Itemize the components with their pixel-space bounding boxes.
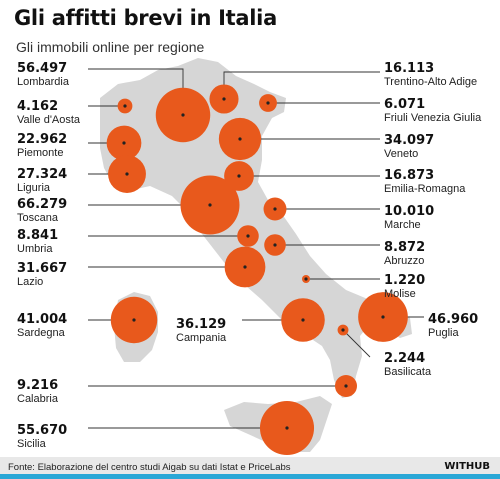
region-value-campania: 36.129 (176, 317, 227, 332)
region-value-abruzzo: 8.872 (384, 240, 426, 255)
bubble-center-campania (301, 318, 305, 322)
region-label-lazio: 31.667 Lazio (17, 262, 67, 288)
region-label-marche: 10.010 Marche (384, 205, 434, 231)
region-name-veneto: Veneto (384, 148, 419, 160)
source-note: Fonte: Elaborazione del centro studi Aig… (8, 462, 291, 473)
region-label-basilicata: 2.244 Basilicata (384, 352, 431, 378)
region-name-piemonte: Piemonte (17, 147, 64, 159)
region-label-puglia: 46.960 Puglia (428, 313, 478, 339)
region-name-liguria: Liguria (17, 182, 51, 194)
region-label-sardegna: 41.004 Sardegna (17, 313, 67, 339)
region-name-puglia: Puglia (428, 327, 459, 339)
bubble-center-abruzzo (273, 243, 277, 247)
region-value-sicilia: 55.670 (17, 423, 68, 438)
region-name-calabria: Calabria (17, 393, 58, 405)
bubble-center-umbria (246, 234, 250, 238)
region-value-toscana: 66.279 (17, 197, 68, 212)
accent-stripe (0, 474, 500, 479)
chart-subtitle: Gli immobili online per regione (16, 39, 205, 55)
bubble-center-lombardia (181, 113, 185, 117)
region-value-puglia: 46.960 (428, 312, 479, 327)
region-name-marche: Marche (384, 219, 421, 231)
region-value-marche: 10.010 (384, 204, 435, 219)
italy-mainland (100, 58, 412, 398)
bubble-center-lazio (243, 265, 247, 269)
region-value-sardegna: 41.004 (17, 312, 68, 327)
region-value-friuli-venezia-giulia: 6.071 (384, 97, 426, 112)
region-value-valle-d-aosta: 4.162 (17, 99, 59, 114)
region-label-trentino-alto-adige: 16.113 Trentino-Alto Adige (384, 62, 477, 88)
region-name-campania: Campania (176, 332, 227, 344)
region-bubbles (106, 84, 408, 456)
bubble-center-friuli-venezia-giulia (266, 101, 270, 105)
region-name-toscana: Toscana (17, 212, 58, 224)
region-name-friuli-venezia-giulia: Friuli Venezia Giulia (384, 112, 482, 124)
region-value-umbria: 8.841 (17, 228, 59, 243)
region-value-veneto: 34.097 (384, 133, 435, 148)
region-label-toscana: 66.279 Toscana (17, 198, 67, 224)
bubble-center-emilia-romagna (237, 174, 241, 178)
region-label-umbria: 8.841 Umbria (17, 229, 58, 255)
region-label-valle-d-aosta: 4.162 Valle d'Aosta (17, 100, 80, 126)
bubble-center-veneto (238, 137, 242, 141)
bubble-center-liguria (125, 172, 129, 176)
region-value-emilia-romagna: 16.873 (384, 168, 435, 183)
region-label-piemonte: 22.962 Piemonte (17, 133, 67, 159)
region-value-molise: 1.220 (384, 273, 426, 288)
footer-bar (0, 457, 500, 479)
chart-title: Gli affitti brevi in Italia (14, 6, 277, 30)
region-name-sardegna: Sardegna (17, 327, 65, 339)
region-name-basilicata: Basilicata (384, 366, 432, 378)
bubble-center-valle-d-aosta (123, 104, 127, 108)
bubble-center-molise (304, 277, 308, 281)
region-value-lombardia: 56.497 (17, 61, 68, 76)
bubble-center-basilicata (341, 328, 345, 332)
region-label-campania: 36.129 Campania (176, 318, 226, 344)
region-label-sicilia: 55.670 Sicilia (17, 424, 67, 450)
region-name-lazio: Lazio (17, 276, 44, 288)
region-name-sicilia: Sicilia (17, 438, 46, 450)
region-value-liguria: 27.324 (17, 167, 68, 182)
region-name-umbria: Umbria (17, 243, 53, 255)
region-name-lombardia: Lombardia (17, 76, 69, 88)
region-name-abruzzo: Abruzzo (384, 255, 425, 267)
region-label-lombardia: 56.497 Lombardia (17, 62, 69, 88)
bubble-center-marche (273, 207, 277, 211)
region-name-valle-d-aosta: Valle d'Aosta (17, 114, 81, 126)
bubble-center-piemonte (122, 141, 126, 145)
bubble-center-puglia (381, 315, 385, 319)
bubble-center-toscana (208, 203, 212, 207)
brand-logo: WITHUB (444, 461, 490, 472)
region-value-calabria: 9.216 (17, 378, 59, 393)
leader-line-basilicata (342, 329, 371, 358)
region-name-trentino-alto-adige: Trentino-Alto Adige (384, 76, 478, 88)
region-label-friuli-venezia-giulia: 6.071 Friuli Venezia Giulia (384, 98, 481, 124)
bubble-center-sicilia (285, 426, 289, 430)
region-label-abruzzo: 8.872 Abruzzo (384, 241, 425, 267)
bubble-center-sardegna (132, 318, 136, 322)
region-value-piemonte: 22.962 (17, 132, 68, 147)
region-label-liguria: 27.324 Liguria (17, 168, 67, 194)
region-label-veneto: 34.097 Veneto (384, 134, 434, 160)
bubble-center-trentino-alto-adige (222, 97, 226, 101)
region-value-basilicata: 2.244 (384, 351, 426, 366)
region-label-molise: 1.220 Molise (384, 274, 425, 300)
region-name-molise: Molise (384, 288, 416, 300)
region-label-emilia-romagna: 16.873 Emilia-Romagna (384, 169, 465, 195)
region-value-lazio: 31.667 (17, 261, 68, 276)
bubble-center-calabria (344, 384, 348, 388)
region-name-emilia-romagna: Emilia-Romagna (384, 183, 466, 195)
region-label-calabria: 9.216 Calabria (17, 379, 58, 405)
region-value-trentino-alto-adige: 16.113 (384, 61, 435, 76)
